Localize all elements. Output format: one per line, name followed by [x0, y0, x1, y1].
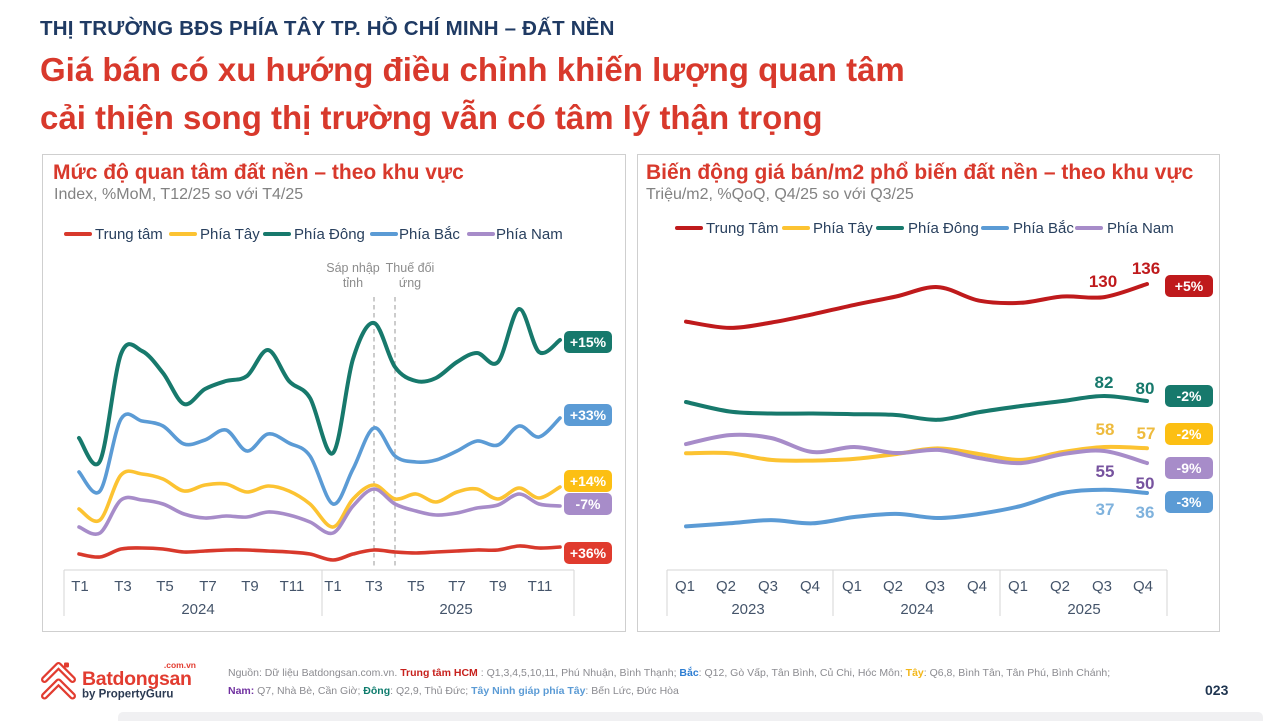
svg-text:Q3: Q3	[758, 578, 778, 595]
svg-text:by PropertyGuru: by PropertyGuru	[82, 689, 173, 701]
svg-text:Q2: Q2	[716, 578, 736, 595]
svg-text:T7: T7	[199, 578, 217, 595]
svg-text:T11: T11	[280, 578, 305, 595]
svg-text:2025: 2025	[1067, 601, 1100, 618]
svg-text:T5: T5	[407, 578, 425, 595]
svg-text:2023: 2023	[731, 601, 764, 618]
svg-text:Q3: Q3	[1092, 578, 1112, 595]
svg-text:T11: T11	[528, 578, 553, 595]
svg-text:T3: T3	[365, 578, 383, 595]
svg-text:T9: T9	[489, 578, 507, 595]
svg-text:T3: T3	[114, 578, 132, 595]
svg-text:T9: T9	[241, 578, 259, 595]
svg-text:2025: 2025	[439, 601, 472, 618]
svg-text:T5: T5	[156, 578, 174, 595]
svg-text:.com.vn: .com.vn	[164, 660, 196, 670]
svg-text:Q1: Q1	[842, 578, 862, 595]
svg-text:Q2: Q2	[1050, 578, 1070, 595]
svg-text:2024: 2024	[181, 601, 214, 618]
svg-text:T1: T1	[71, 578, 89, 595]
svg-text:T1: T1	[324, 578, 342, 595]
svg-text:Q2: Q2	[883, 578, 903, 595]
svg-text:Q1: Q1	[675, 578, 695, 595]
svg-text:Q4: Q4	[967, 578, 987, 595]
svg-text:2024: 2024	[900, 601, 933, 618]
svg-text:Q3: Q3	[925, 578, 945, 595]
svg-text:Batdongsan: Batdongsan	[82, 668, 192, 690]
svg-text:Q1: Q1	[1008, 578, 1028, 595]
svg-text:Q4: Q4	[800, 578, 820, 595]
svg-text:Q4: Q4	[1133, 578, 1153, 595]
svg-text:T7: T7	[448, 578, 466, 595]
